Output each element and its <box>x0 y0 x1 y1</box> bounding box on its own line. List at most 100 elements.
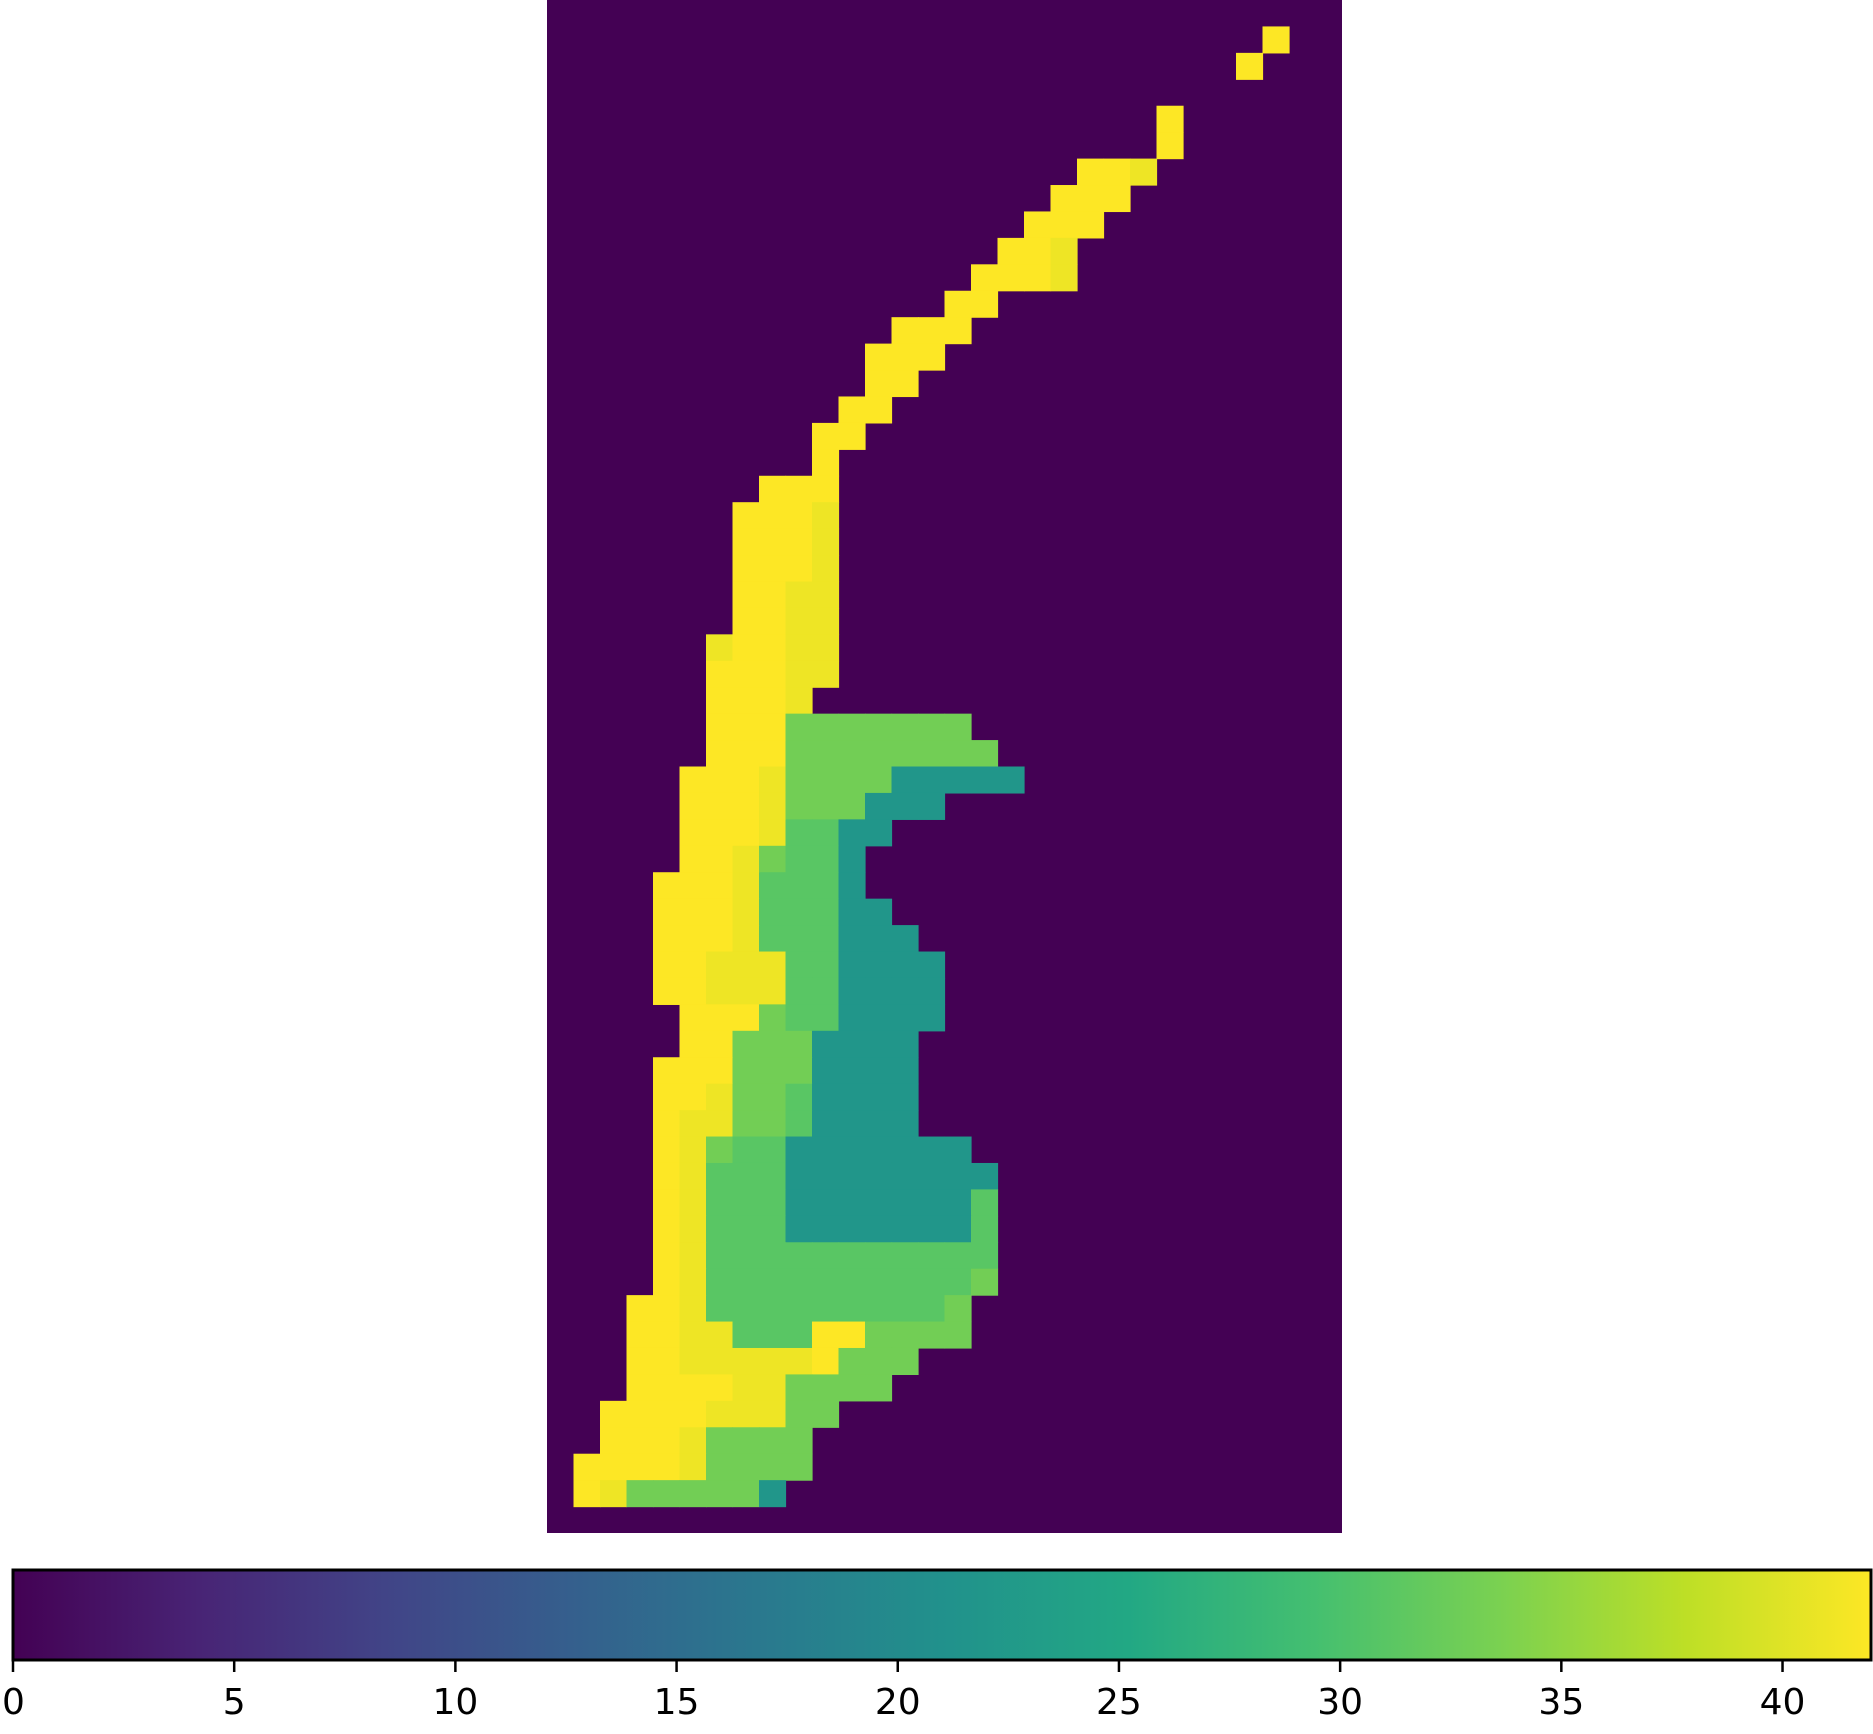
heatmap-cell <box>732 1453 760 1481</box>
heatmap-cell <box>812 1110 840 1138</box>
heatmap-cell <box>812 1162 840 1190</box>
heatmap-cell <box>759 819 787 847</box>
heatmap-cell <box>679 872 707 900</box>
heatmap-cell <box>812 422 840 450</box>
heatmap-cell <box>891 343 919 371</box>
heatmap-cell <box>732 687 760 715</box>
heatmap-cell <box>706 1057 734 1085</box>
heatmap-cell <box>785 1347 813 1376</box>
heatmap-cell <box>679 1110 707 1138</box>
heatmap-cell <box>679 845 707 873</box>
heatmap-cell <box>944 740 972 768</box>
heatmap-cell <box>732 1242 760 1270</box>
heatmap-cell <box>838 872 866 900</box>
heatmap-cell <box>679 977 707 1005</box>
heatmap-cell <box>706 1400 734 1428</box>
heatmap-cell <box>785 1295 813 1323</box>
heatmap-cell <box>732 1400 760 1428</box>
heatmap-cell <box>785 898 813 926</box>
heatmap-cell <box>653 1268 681 1296</box>
heatmap-cell <box>865 1162 893 1190</box>
heatmap-cell <box>865 1321 893 1349</box>
heatmap-cell <box>997 264 1025 292</box>
heatmap-cell <box>626 1295 654 1323</box>
heatmap-cell <box>838 819 866 847</box>
heatmap-cell <box>865 1374 893 1402</box>
heatmap-cell <box>891 1083 919 1111</box>
heatmap-cell <box>944 1242 972 1270</box>
heatmap-cell <box>812 1030 840 1058</box>
heatmap-cell <box>865 343 893 371</box>
heatmap-cell <box>891 1004 919 1032</box>
heatmap-cell <box>706 819 734 847</box>
heatmap-cell <box>865 951 893 979</box>
heatmap-cell <box>812 1268 840 1296</box>
heatmap-cell <box>759 1347 787 1376</box>
heatmap-cell <box>944 1268 972 1296</box>
heatmap-cell <box>838 1215 866 1243</box>
heatmap-cell <box>785 951 813 979</box>
heatmap-cell <box>759 1030 787 1058</box>
heatmap-cell <box>838 1242 866 1270</box>
heatmap-cell <box>653 1110 681 1138</box>
heatmap-cell <box>997 237 1025 265</box>
heatmap-cell <box>759 898 787 926</box>
heatmap-cell <box>891 713 919 741</box>
heatmap-cell <box>732 1347 760 1376</box>
heatmap-cell <box>706 1136 734 1164</box>
heatmap-cell <box>812 713 840 741</box>
heatmap-cell <box>812 475 840 503</box>
heatmap-cell <box>706 1004 734 1032</box>
heatmap-cell <box>971 264 999 292</box>
heatmap-cell <box>732 1136 760 1164</box>
heatmap-cell <box>971 1215 999 1243</box>
heatmap-cell <box>944 1321 972 1349</box>
heatmap-cell <box>732 634 760 662</box>
heatmap-cell <box>653 872 681 900</box>
heatmap-cell <box>891 1136 919 1164</box>
heatmap-cell <box>838 1268 866 1296</box>
colorbar-tick-label: 15 <box>654 1682 700 1723</box>
heatmap-cell <box>706 898 734 926</box>
heatmap-cell <box>1050 237 1078 265</box>
heatmap-cell <box>626 1400 654 1428</box>
heatmap-cell <box>891 1268 919 1296</box>
heatmap-cell <box>679 1083 707 1111</box>
heatmap-cell <box>891 317 919 345</box>
heatmap-cell <box>759 1321 787 1349</box>
heatmap-cell <box>626 1453 654 1481</box>
heatmap-cell <box>759 1083 787 1111</box>
heatmap-cell <box>812 766 840 794</box>
heatmap-cell <box>785 1030 813 1058</box>
heatmap-cell <box>706 792 734 820</box>
heatmap-cell <box>812 819 840 847</box>
heatmap-cell <box>706 1162 734 1190</box>
heatmap-cell <box>1103 158 1131 186</box>
heatmap-cell <box>865 977 893 1005</box>
heatmap-cell <box>812 1242 840 1270</box>
heatmap-cell <box>997 766 1025 794</box>
heatmap-cell <box>812 1215 840 1243</box>
heatmap-cell <box>891 1347 919 1376</box>
heatmap-cell <box>971 1162 999 1190</box>
heatmap-cell <box>891 740 919 768</box>
heatmap-cell <box>812 1321 840 1349</box>
heatmap-cell <box>1024 264 1052 292</box>
heatmap-cell <box>838 766 866 794</box>
colorbar-tick-label: 25 <box>1096 1682 1142 1723</box>
heatmap-cell <box>891 1110 919 1138</box>
heatmap-cell <box>679 898 707 926</box>
heatmap-cell <box>918 1162 946 1190</box>
heatmap-cell <box>785 713 813 741</box>
heatmap-cell <box>1024 211 1052 239</box>
heatmap-cell <box>759 1453 787 1481</box>
heatmap-cell <box>706 1374 734 1402</box>
heatmap-cell <box>706 1215 734 1243</box>
heatmap-cell <box>812 872 840 900</box>
heatmap-cell <box>838 422 866 450</box>
heatmap-cell <box>812 898 840 926</box>
colorbar-tick-label: 5 <box>223 1682 246 1723</box>
heatmap-cell <box>626 1347 654 1376</box>
heatmap-cell <box>812 977 840 1005</box>
heatmap-cell <box>732 1295 760 1323</box>
